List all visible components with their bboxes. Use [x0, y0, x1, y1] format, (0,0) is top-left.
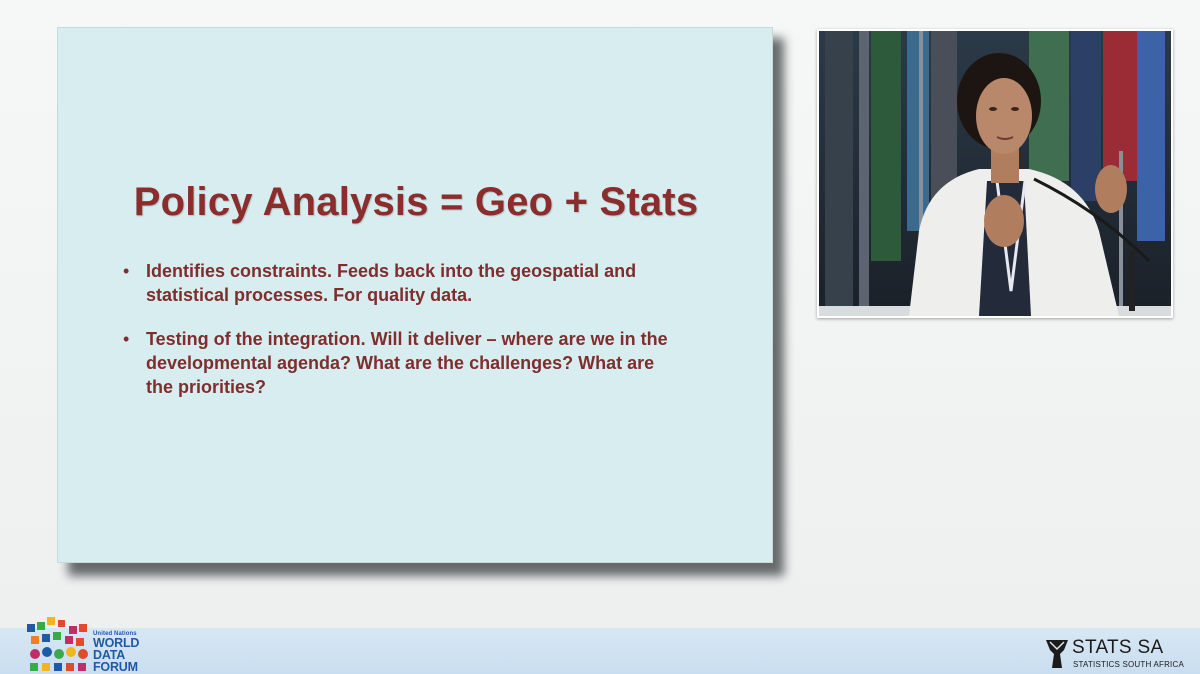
slide-bullet-list: • Identifies constraints. Feeds back int…: [122, 259, 732, 419]
bullet-icon: •: [123, 329, 130, 349]
wdf-line-data: DATA: [93, 648, 126, 662]
stats-sa-subtitle: STATISTICS SOUTH AFRICA: [1073, 660, 1184, 669]
presentation-slide: Policy Analysis = Geo + Stats • Identifi…: [57, 27, 773, 563]
speaker-video-feed-icon: [819, 31, 1171, 316]
bullet-icon: •: [123, 261, 130, 281]
stats-sa-drum-icon: [1046, 640, 1068, 668]
world-data-forum-wordmark: United Nations WORLD DATA FORUM: [93, 631, 139, 673]
bullet-text-line: Identifies constraints. Feeds back into …: [146, 261, 637, 281]
bullet-text-line: developmental agenda? What are the chall…: [146, 353, 655, 373]
wdf-line-forum: FORUM: [93, 660, 138, 674]
speaker-video: [817, 29, 1173, 318]
world-data-forum-logo-icon: [27, 617, 88, 671]
wdf-line-un: United Nations: [93, 631, 137, 637]
stats-sa-name: STATS SA: [1072, 637, 1164, 658]
bullet-item: • Identifies constraints. Feeds back int…: [122, 259, 732, 307]
bullet-item: • Testing of the integration. Will it de…: [122, 327, 732, 399]
bullet-text-line: the priorities?: [146, 377, 267, 397]
bullet-text-line: statistical processes. For quality data.: [146, 285, 473, 305]
wdf-line-world: WORLD: [93, 636, 140, 650]
slide-title: Policy Analysis = Geo + Stats: [133, 180, 699, 224]
bullet-text-line: Testing of the integration. Will it deli…: [146, 329, 668, 349]
footer-bar: [0, 628, 1200, 674]
